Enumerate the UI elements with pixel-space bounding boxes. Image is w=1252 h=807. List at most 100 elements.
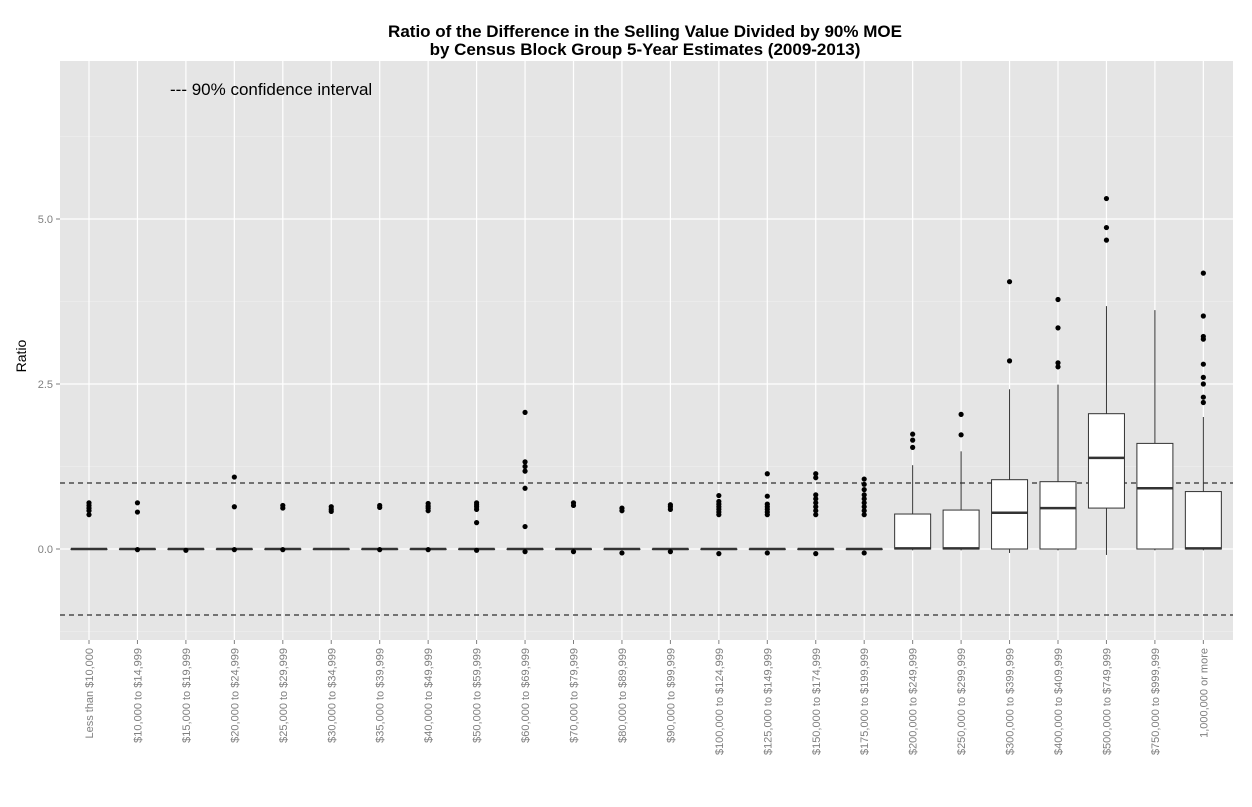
- outlier-point: [522, 468, 528, 474]
- y-tick-label: 5.0: [38, 214, 53, 226]
- box-layer: [70, 195, 1222, 557]
- outlier-point: [716, 551, 722, 557]
- box-group: [458, 500, 496, 553]
- outlier-point: [1200, 333, 1206, 340]
- outlier-point: [619, 505, 625, 511]
- box-group: [555, 500, 592, 555]
- outlier-point: [813, 551, 819, 557]
- y-tick-label: 0.0: [38, 544, 53, 556]
- outlier-point: [910, 437, 916, 443]
- outlier-point: [377, 502, 383, 509]
- outlier-point: [134, 509, 141, 515]
- outlier-point: [716, 492, 722, 499]
- outlier-point: [1200, 374, 1206, 380]
- outlier-point: [764, 501, 770, 507]
- box-group: [1136, 310, 1174, 551]
- outlier-point: [522, 463, 528, 470]
- x-tick-label: $90,000 to $99,999: [665, 648, 677, 743]
- box-body: [1184, 491, 1222, 550]
- chart-title: Ratio of the Difference in the Selling V…: [388, 22, 902, 41]
- x-tick-label: $400,000 to $409,999: [1053, 648, 1065, 755]
- outlier-point: [183, 547, 189, 553]
- outlier-point: [861, 504, 867, 510]
- outlier-point: [1006, 358, 1013, 364]
- chart-subtitle: by Census Block Group 5-Year Estimates (…: [430, 40, 861, 59]
- x-tick-label: $80,000 to $89,999: [617, 648, 629, 743]
- outlier-point: [570, 549, 577, 555]
- outlier-point: [861, 492, 867, 498]
- outlier-point: [861, 496, 867, 502]
- box-body: [991, 479, 1029, 550]
- outlier-point: [813, 475, 819, 481]
- outlier-point: [425, 500, 431, 507]
- outlier-point: [813, 508, 819, 514]
- outlier-point: [1055, 360, 1061, 366]
- y-axis-label: Ratio: [13, 339, 29, 372]
- outlier-point: [764, 493, 770, 499]
- x-tick-label: $70,000 to $79,999: [569, 648, 581, 743]
- box-group: [603, 505, 641, 556]
- outlier-point: [377, 547, 383, 553]
- box-group: [215, 474, 253, 553]
- box-group: [167, 547, 205, 553]
- outlier-point: [1103, 224, 1110, 231]
- box-body: [942, 509, 980, 550]
- box-body: [1136, 442, 1174, 550]
- outlier-point: [1200, 381, 1206, 387]
- x-tick-label: $20,000 to $24,999: [229, 648, 241, 743]
- x-tick-label: $750,000 to $999,999: [1150, 648, 1162, 755]
- box-group: [845, 476, 883, 556]
- outlier-point: [522, 549, 528, 555]
- outlier-point: [425, 547, 431, 553]
- box-body: [1087, 413, 1125, 509]
- outlier-point: [764, 550, 770, 556]
- box-group: [70, 500, 108, 551]
- outlier-point: [231, 474, 237, 480]
- outlier-point: [134, 547, 141, 553]
- outlier-point: [1200, 313, 1206, 319]
- outlier-point: [764, 471, 770, 477]
- outlier-point: [813, 500, 819, 506]
- plot-panel: [60, 61, 1233, 640]
- x-tick-label: $200,000 to $249,999: [908, 648, 920, 755]
- outlier-point: [1103, 237, 1110, 243]
- outlier-point: [813, 504, 819, 510]
- outlier-point: [86, 500, 92, 506]
- outlier-point: [1055, 364, 1061, 370]
- box-body: [1039, 481, 1077, 550]
- outlier-point: [231, 547, 237, 553]
- outlier-point: [813, 492, 819, 498]
- outlier-point: [1103, 195, 1110, 202]
- reference-lines: [60, 482, 1233, 616]
- outlier-point: [667, 502, 674, 508]
- box-group: [409, 500, 447, 553]
- outlier-point: [813, 496, 819, 502]
- outlier-point: [522, 459, 528, 465]
- outlier-point: [813, 471, 819, 477]
- box-body: [894, 513, 932, 550]
- box-group: [942, 411, 980, 551]
- x-tick-label: $30,000 to $34,999: [326, 648, 338, 743]
- x-tick-label: $15,000 to $19,999: [181, 648, 193, 743]
- x-tick-label: $60,000 to $69,999: [520, 648, 532, 743]
- outlier-point: [522, 523, 528, 530]
- x-tick-label: $40,000 to $49,999: [423, 648, 435, 743]
- x-tick-label: 1,000,000 or more: [1198, 648, 1210, 738]
- box-group: [506, 409, 544, 555]
- outlier-point: [861, 508, 867, 514]
- outlier-point: [1200, 361, 1206, 367]
- outlier-point: [910, 444, 916, 450]
- outlier-point: [861, 481, 867, 487]
- outlier-point: [1006, 279, 1013, 285]
- x-tick-label: $150,000 to $174,999: [811, 648, 823, 755]
- x-tick-label: Less than $10,000: [84, 648, 96, 739]
- outlier-point: [667, 549, 674, 555]
- outlier-point: [231, 504, 237, 510]
- outlier-point: [280, 502, 286, 509]
- x-tick-label: $175,000 to $199,999: [859, 648, 871, 755]
- outlier-point: [570, 500, 577, 506]
- x-tick-label: $50,000 to $59,999: [472, 648, 484, 743]
- x-tick-label: $500,000 to $749,999: [1101, 648, 1113, 755]
- outlier-point: [1200, 394, 1206, 400]
- box-group: [797, 471, 835, 557]
